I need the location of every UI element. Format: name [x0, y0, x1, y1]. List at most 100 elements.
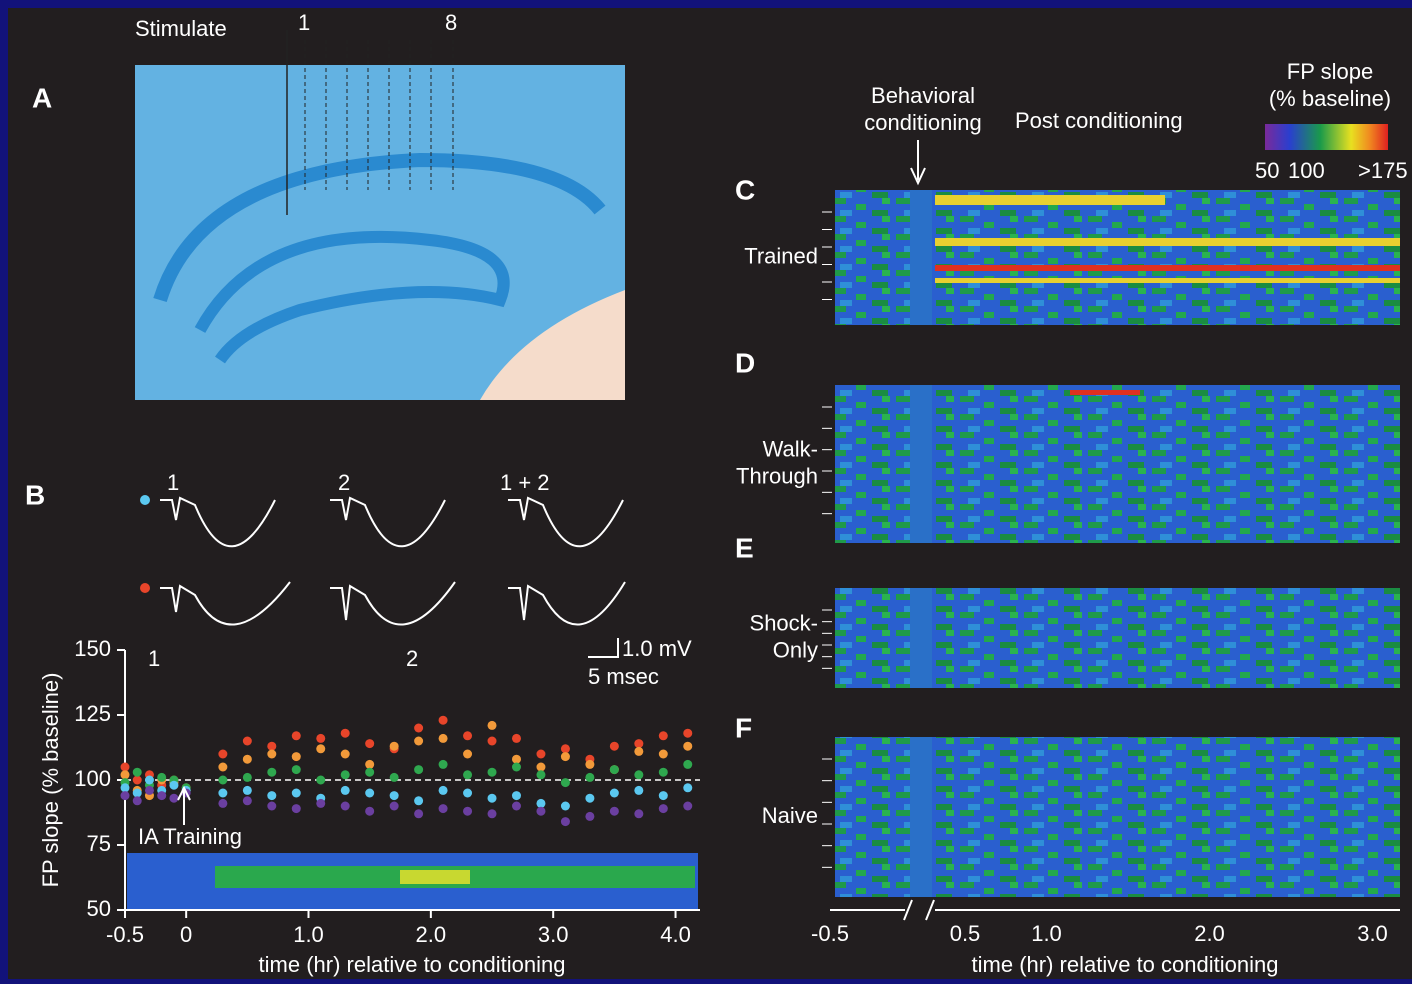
point [316, 775, 326, 785]
inset-heatmap [400, 870, 470, 884]
colorbar-title: FP slope [1287, 59, 1373, 84]
point [414, 796, 424, 806]
point [414, 723, 424, 733]
point [132, 788, 142, 798]
x-axis-label: time (hr) relative to conditioning [972, 952, 1279, 977]
point [414, 765, 424, 775]
heatmap-band [1070, 390, 1140, 395]
x-tick-label: -0.5 [106, 922, 144, 947]
point [585, 772, 595, 782]
point [316, 798, 326, 808]
x-tick-label: 2.0 [1194, 921, 1225, 946]
point [560, 778, 570, 788]
point [487, 736, 497, 746]
point [511, 754, 521, 764]
point [157, 791, 167, 801]
x-tick-label: 2.0 [416, 922, 447, 947]
annotation: 1 [148, 646, 160, 671]
stim-band [910, 385, 932, 543]
point [634, 785, 644, 795]
point [438, 759, 448, 769]
point [218, 749, 228, 759]
scale-label: 1.0 mV [622, 636, 692, 661]
point [560, 801, 570, 811]
panel-label: Through [736, 463, 818, 488]
panel-label: Naive [762, 803, 818, 828]
point [487, 720, 497, 730]
x-axis-label: time (hr) relative to conditioning [259, 952, 566, 977]
arrow [910, 140, 926, 186]
colorbar-title: (% baseline) [1269, 86, 1391, 111]
trace-label: 1 + 2 [500, 470, 550, 495]
point [340, 770, 350, 780]
panel-letter: C [735, 174, 755, 205]
y-tick-label: 50 [87, 896, 111, 921]
point [536, 806, 546, 816]
point [242, 772, 252, 782]
stimulate-label: Stimulate [135, 16, 227, 41]
point [683, 801, 693, 811]
point [463, 731, 473, 741]
panel-label: Trained [744, 243, 818, 268]
point [218, 788, 228, 798]
point [609, 741, 619, 751]
electrode-label: 1 [298, 10, 310, 35]
point [683, 741, 693, 751]
x-tick-label: 0 [180, 922, 192, 947]
point [267, 791, 277, 801]
point [365, 759, 375, 769]
point [218, 798, 228, 808]
stim-band [910, 190, 932, 325]
point [658, 749, 668, 759]
point [340, 801, 350, 811]
panel-letter: F [735, 712, 752, 743]
traces [160, 496, 626, 626]
point [609, 806, 619, 816]
point [634, 809, 644, 819]
point [316, 744, 326, 754]
point [585, 811, 595, 821]
point [438, 804, 448, 814]
x-tick-label: 0.5 [950, 921, 981, 946]
scatter-chart: 50 75 100 125 150 -0.5 0 1.0 2.0 3.0 4.0 [74, 636, 700, 947]
point [144, 775, 154, 785]
point [658, 791, 668, 801]
point [291, 752, 301, 762]
point [658, 767, 668, 777]
point [340, 728, 350, 738]
scale-label: 5 msec [588, 664, 659, 689]
point [487, 793, 497, 803]
colorbar [1265, 124, 1388, 150]
x-tick-label: -0.5 [811, 921, 849, 946]
point [585, 759, 595, 769]
point [609, 788, 619, 798]
point [365, 788, 375, 798]
point [438, 715, 448, 725]
point [634, 746, 644, 756]
x-tick-label: 1.0 [293, 922, 324, 947]
point [267, 749, 277, 759]
arrow-label: IA Training [138, 824, 242, 849]
point [536, 762, 546, 772]
colorbar-label: >175 [1358, 158, 1408, 183]
stim-band [910, 737, 932, 897]
point [291, 731, 301, 741]
point [120, 762, 130, 772]
point [218, 775, 228, 785]
trace-label: 1 [167, 470, 179, 495]
header: Post conditioning [1015, 108, 1183, 133]
colorbar-label: 50 [1255, 158, 1279, 183]
panel-label: Only [773, 637, 818, 662]
point [242, 754, 252, 764]
point [389, 791, 399, 801]
point [132, 775, 142, 785]
point [463, 749, 473, 759]
point [536, 749, 546, 759]
panel-label: Walk- [763, 436, 818, 461]
point [389, 801, 399, 811]
point [365, 739, 375, 749]
y-axis-label: FP slope (% baseline) [38, 673, 63, 888]
layer [153, 152, 606, 303]
point [658, 804, 668, 814]
